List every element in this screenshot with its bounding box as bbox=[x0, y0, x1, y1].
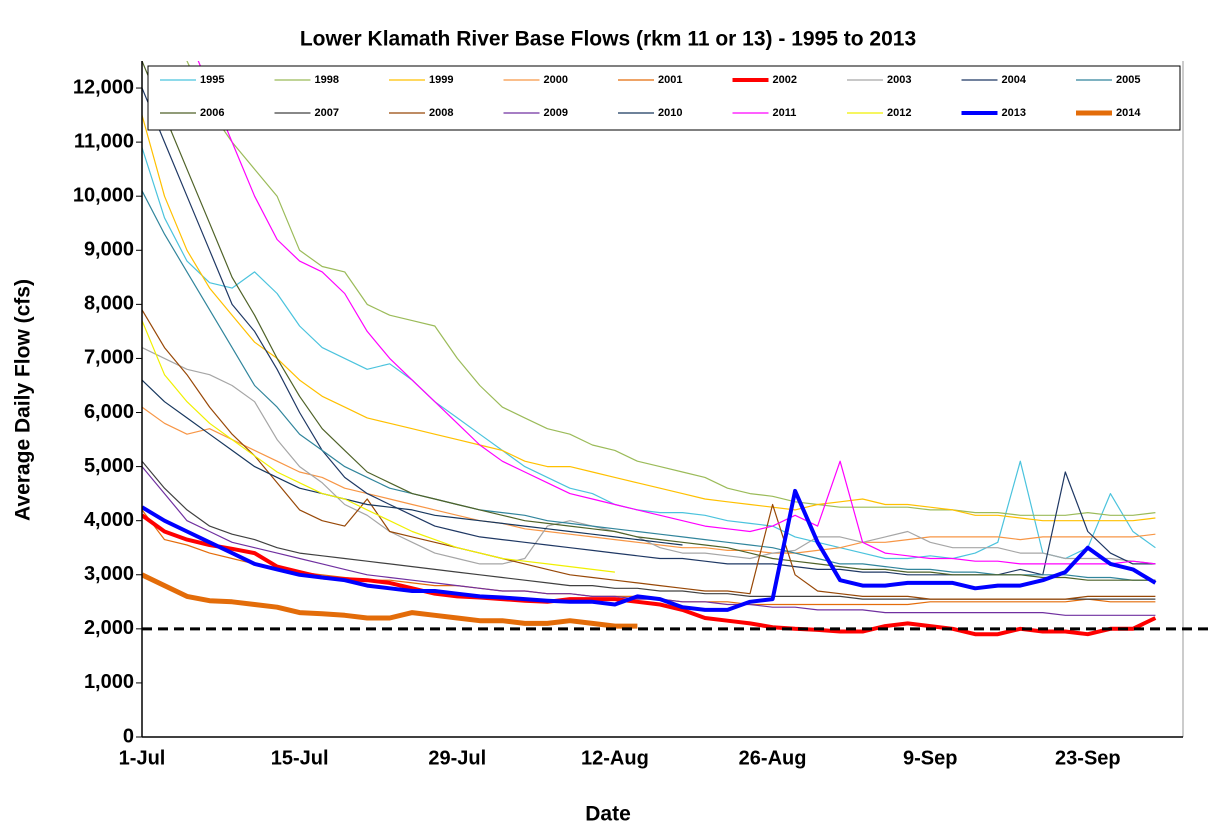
series-line bbox=[197, 61, 1156, 565]
legend-label: 2001 bbox=[658, 74, 682, 86]
y-tick-label: 10,000 bbox=[73, 184, 134, 206]
legend-label: 2003 bbox=[887, 74, 911, 86]
series-line bbox=[142, 572, 638, 629]
legend bbox=[147, 65, 1181, 131]
y-tick-label: 5,000 bbox=[84, 455, 134, 477]
legend-label: 2007 bbox=[315, 107, 339, 119]
legend-label: 2005 bbox=[1116, 74, 1140, 86]
y-tick-label: 6,000 bbox=[84, 401, 134, 423]
legend-label: 1995 bbox=[200, 74, 224, 86]
x-tick-label: 1-Jul bbox=[119, 747, 166, 769]
x-tick-label: 26-Aug bbox=[739, 747, 807, 769]
legend-label: 1999 bbox=[429, 74, 453, 86]
y-tick-label: 9,000 bbox=[84, 239, 134, 261]
series-line bbox=[142, 488, 1157, 612]
series-line bbox=[142, 87, 1156, 576]
y-tick-label: 12,000 bbox=[73, 76, 134, 98]
series-line bbox=[142, 320, 615, 573]
x-tick-label: 23-Sep bbox=[1055, 747, 1121, 769]
series-line bbox=[142, 61, 1156, 581]
x-tick-label: 12-Aug bbox=[581, 747, 649, 769]
y-tick-label: 2,000 bbox=[84, 617, 134, 639]
y-axis-title: Average Daily Flow (cfs) bbox=[12, 279, 35, 521]
y-tick-label: 8,000 bbox=[84, 293, 134, 315]
x-tick-label: 15-Jul bbox=[271, 747, 329, 769]
series-line bbox=[142, 379, 683, 546]
legend-label: 2006 bbox=[200, 107, 224, 119]
y-tick-label: 11,000 bbox=[74, 130, 134, 152]
series-line bbox=[186, 61, 1156, 516]
legend-label: 2002 bbox=[773, 74, 797, 86]
legend-label: 2004 bbox=[1002, 74, 1027, 86]
x-tick-label: 9-Sep bbox=[903, 747, 957, 769]
legend-label: 2010 bbox=[658, 107, 682, 119]
series-line bbox=[142, 347, 1156, 565]
series-line bbox=[142, 460, 1156, 600]
y-tick-label: 0 bbox=[123, 725, 134, 747]
plot-area bbox=[142, 61, 1157, 637]
y-tick-label: 3,000 bbox=[84, 563, 134, 585]
y-tick-label: 1,000 bbox=[84, 671, 134, 693]
legend-label: 2014 bbox=[1116, 107, 1141, 119]
x-axis-title: Date bbox=[585, 803, 631, 826]
series-line bbox=[142, 309, 1156, 600]
legend-label: 2013 bbox=[1002, 107, 1026, 119]
legend-label: 2009 bbox=[544, 107, 568, 119]
series-line bbox=[142, 190, 1156, 581]
x-tick-label: 29-Jul bbox=[428, 747, 486, 769]
legend-label: 2011 bbox=[773, 107, 797, 119]
y-tick-label: 4,000 bbox=[84, 509, 134, 531]
y-tick-label: 7,000 bbox=[84, 347, 134, 369]
legend-label: 2012 bbox=[887, 107, 911, 119]
chart-title: Lower Klamath River Base Flows (rkm 11 o… bbox=[300, 28, 916, 51]
legend-label: 2008 bbox=[429, 107, 453, 119]
series-line bbox=[142, 147, 1156, 560]
series-line bbox=[142, 114, 1156, 522]
legend-label: 2000 bbox=[544, 74, 568, 86]
legend-label: 1998 bbox=[315, 74, 339, 86]
